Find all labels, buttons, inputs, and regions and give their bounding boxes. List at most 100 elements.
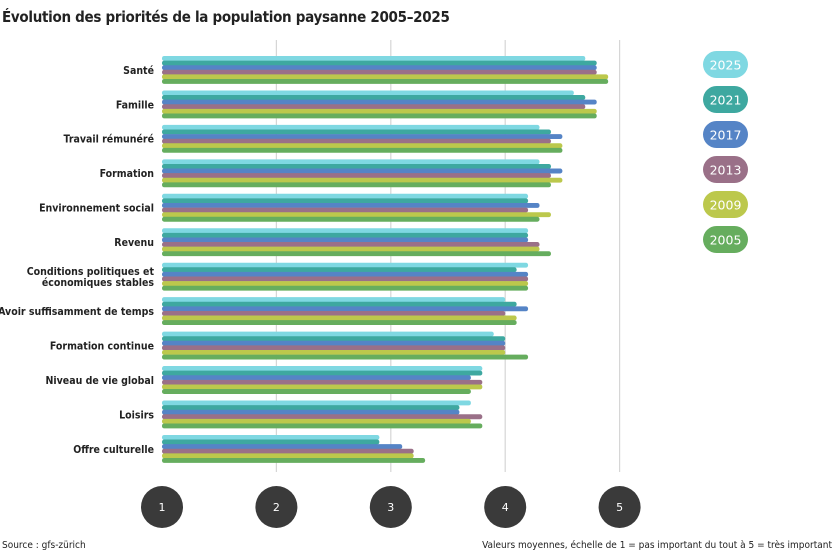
bar-2021 xyxy=(162,267,517,273)
bar-2005 xyxy=(162,423,483,429)
category-label-line: Offre culturelle xyxy=(73,444,154,456)
bar-2005 xyxy=(162,354,529,360)
category-label-line: Travail rémunéré xyxy=(64,134,154,146)
bar-2013 xyxy=(162,207,529,213)
axis-tick-label: 2 xyxy=(273,501,280,514)
bar-2013 xyxy=(162,345,506,351)
bar-2025 xyxy=(162,262,529,268)
category-label: Revenu xyxy=(114,237,154,249)
category-label-line: Famille xyxy=(116,99,154,111)
bar-2021 xyxy=(162,370,483,376)
bar-2025 xyxy=(162,366,483,371)
category-label-line: Conditions politiques et xyxy=(27,266,155,278)
bar-2009 xyxy=(162,143,563,149)
bar-2025 xyxy=(162,124,540,130)
category-label: Niveau de vie global xyxy=(46,375,155,387)
bar-2009 xyxy=(162,212,551,218)
bar-2017 xyxy=(162,340,506,346)
bar-2017 xyxy=(162,375,471,381)
bar-2021 xyxy=(162,129,551,135)
bar-2013 xyxy=(162,310,506,316)
bar-2021 xyxy=(162,60,597,66)
bar-2025 xyxy=(162,228,529,234)
bar-2013 xyxy=(162,104,586,110)
axis-tick-circle xyxy=(598,486,641,528)
bar-2025 xyxy=(162,56,586,61)
bar-2013 xyxy=(162,379,483,385)
bar-2013 xyxy=(162,173,551,179)
bar-2009 xyxy=(162,384,483,390)
axis-tick-circle xyxy=(369,486,412,528)
bar-2025 xyxy=(162,159,540,165)
bar-2005 xyxy=(162,285,529,291)
legend-label: 2009 xyxy=(710,198,742,213)
bar-2017 xyxy=(162,409,460,415)
bar-2017 xyxy=(162,134,563,139)
bar-2017 xyxy=(162,444,403,450)
legend-swatch-2013 xyxy=(703,156,748,183)
category-label: Formation continue xyxy=(50,340,154,352)
category-label: Conditions politiques et économiques stab… xyxy=(27,266,155,289)
bar-2005 xyxy=(162,182,551,188)
legend-swatch-2021 xyxy=(703,86,748,113)
category-label-line: Formation continue xyxy=(50,340,154,352)
bar-2021 xyxy=(162,439,380,445)
legend-swatch-2005 xyxy=(703,226,748,253)
legend-swatch-2009 xyxy=(703,191,748,218)
bar-2009 xyxy=(162,108,597,114)
bar-2017 xyxy=(162,271,529,277)
axis-tick-label: 5 xyxy=(616,501,623,514)
bar-2005 xyxy=(162,389,471,394)
bar-2009 xyxy=(162,74,609,80)
axis-tick-circle xyxy=(484,486,527,528)
category-label-line: Niveau de vie global xyxy=(46,375,155,387)
bar-2021 xyxy=(162,336,506,342)
bar-2013 xyxy=(162,69,597,75)
bar-2005 xyxy=(162,251,551,257)
category-label-line: Revenu xyxy=(114,237,154,249)
bar-2017 xyxy=(162,306,529,312)
category-label: Formation xyxy=(100,168,154,180)
bar-2017 xyxy=(162,168,563,174)
legend-label: 2013 xyxy=(710,163,742,178)
bar-2025 xyxy=(162,90,574,96)
bar-2017 xyxy=(162,203,540,208)
bar-2021 xyxy=(162,198,529,204)
axis-tick-circle xyxy=(141,486,183,528)
bar-2009 xyxy=(162,315,517,321)
legend-label: 2025 xyxy=(710,58,742,73)
axis-tick-label: 3 xyxy=(387,501,394,514)
bar-2025 xyxy=(162,400,471,406)
category-label: Travail rémunéré xyxy=(64,134,154,146)
bar-2021 xyxy=(162,95,586,100)
bar-2009 xyxy=(162,453,414,459)
category-label: Famille xyxy=(116,99,154,111)
bar-2009 xyxy=(162,246,540,252)
category-label: Loisirs xyxy=(119,409,154,421)
bar-2013 xyxy=(162,242,540,247)
bar-2017 xyxy=(162,237,529,243)
bar-2009 xyxy=(162,418,471,424)
bar-2005 xyxy=(162,320,517,326)
axis-tick-circle xyxy=(255,486,298,528)
bar-2005 xyxy=(162,79,609,84)
bar-2005 xyxy=(162,216,540,222)
source-note: Source : gfs-zürich xyxy=(2,540,86,551)
legend-swatch-2025 xyxy=(703,51,748,78)
legend-label: 2021 xyxy=(710,93,742,108)
bar-2021 xyxy=(162,232,529,238)
bar-2025 xyxy=(162,331,494,337)
category-label-line: Santé xyxy=(123,65,154,77)
category-label: Santé xyxy=(123,65,154,77)
bar-2009 xyxy=(162,350,506,355)
category-label: Avoir suffisamment de temps xyxy=(0,306,154,318)
scale-note: Valeurs moyennes, échelle de 1 = pas imp… xyxy=(482,540,832,551)
chart-title: Évolution des priorités de la population… xyxy=(2,8,450,26)
category-label-line: Environnement social xyxy=(39,203,154,215)
bar-2025 xyxy=(162,193,529,199)
bar-2009 xyxy=(162,177,563,183)
bar-2009 xyxy=(162,281,529,286)
bar-2017 xyxy=(162,65,597,71)
legend-label: 2005 xyxy=(710,233,742,248)
